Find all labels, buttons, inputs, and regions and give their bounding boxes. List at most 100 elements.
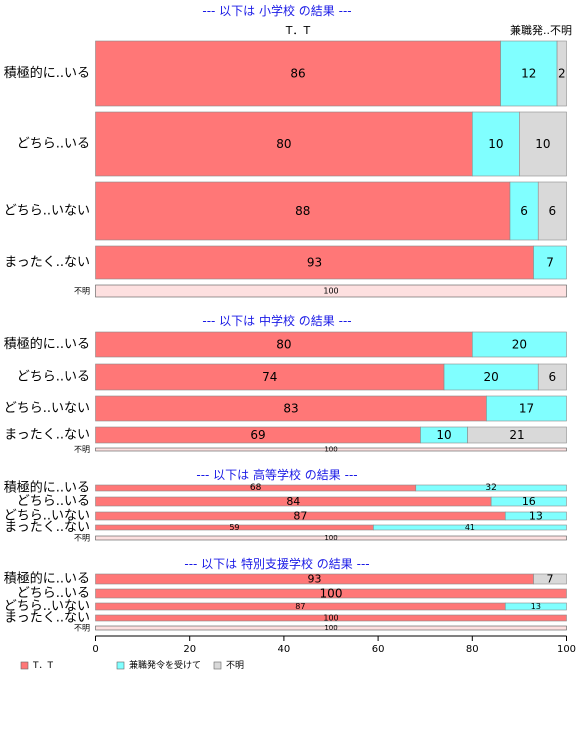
category-label: 不明 bbox=[74, 534, 90, 543]
category-label: 不明 bbox=[74, 445, 90, 454]
data-label: 100 bbox=[324, 534, 337, 542]
legend-swatch bbox=[213, 661, 222, 670]
data-label: 83 bbox=[283, 402, 298, 416]
panel: --- 以下は 特別支援学校 の結果 --- 積極的に..いる 93 7 どちら..いる… bbox=[4, 556, 567, 633]
bar-segment bbox=[504, 602, 567, 611]
category-label: どちら..いる bbox=[17, 370, 90, 385]
bar-segment bbox=[95, 395, 487, 422]
category-label: 積極的に..いる bbox=[4, 65, 90, 81]
bar-segment bbox=[95, 245, 534, 280]
bar-segment bbox=[533, 573, 567, 585]
legend-label: 不明 bbox=[226, 660, 244, 671]
data-label: 13 bbox=[531, 602, 541, 611]
category-label: どちら..いない bbox=[4, 204, 90, 219]
column-header-tt: T．T bbox=[285, 24, 311, 37]
category-label: まったく..ない bbox=[4, 611, 90, 626]
bar-segment bbox=[95, 614, 567, 622]
data-label: 12 bbox=[521, 67, 536, 81]
legend: T．T 兼職発令を受けて 不明 bbox=[20, 659, 244, 671]
bar-segment bbox=[537, 181, 567, 241]
bar-segment bbox=[504, 511, 567, 521]
data-label: 6 bbox=[549, 370, 557, 384]
data-label: 10 bbox=[488, 137, 503, 151]
bar-segment bbox=[500, 40, 558, 107]
data-label: 68 bbox=[250, 483, 262, 493]
column-header-rest: 兼職発..不明 bbox=[510, 23, 572, 37]
panel-title: --- 以下は 小学校 の結果 --- bbox=[202, 3, 351, 18]
bar-segment bbox=[519, 111, 567, 177]
bar-segment bbox=[490, 496, 567, 507]
category-label: どちら..いる bbox=[17, 586, 90, 601]
data-label: 6 bbox=[549, 204, 557, 218]
data-label: 16 bbox=[522, 495, 536, 508]
bar-segment bbox=[95, 181, 511, 241]
bar-segment bbox=[373, 524, 567, 531]
legend-item: T．T bbox=[20, 661, 53, 671]
data-label: 13 bbox=[529, 510, 543, 523]
bar-segment bbox=[95, 331, 473, 358]
category-label: 積極的に..いる bbox=[4, 571, 90, 587]
category-label: 不明 bbox=[74, 624, 90, 633]
bar-segment bbox=[95, 447, 567, 452]
data-label: 6 bbox=[520, 204, 528, 218]
panel: --- 以下は 中学校 の結果 --- 積極的に..いる 80 20 どちら..いる 74… bbox=[4, 313, 567, 454]
data-label: 100 bbox=[320, 587, 343, 601]
x-axis: 0 20 40 60 80 100 bbox=[92, 635, 576, 655]
data-label: 100 bbox=[324, 446, 337, 454]
data-label: 87 bbox=[295, 602, 305, 611]
bar-segment bbox=[467, 426, 567, 444]
data-label: 100 bbox=[323, 614, 338, 623]
data-label: 32 bbox=[485, 483, 496, 493]
data-label: 88 bbox=[295, 204, 310, 218]
bar-segment bbox=[95, 535, 567, 541]
category-label: 積極的に..いる bbox=[4, 480, 90, 496]
data-label: 84 bbox=[286, 495, 300, 508]
data-label: 7 bbox=[547, 573, 554, 586]
bar-segment bbox=[471, 331, 567, 358]
category-label: まったく..ない bbox=[4, 255, 90, 270]
data-label: 74 bbox=[262, 370, 277, 384]
x-tick-label: 20 bbox=[183, 644, 196, 655]
bar-segment bbox=[95, 625, 567, 631]
bar-segment bbox=[443, 363, 539, 391]
data-label: 41 bbox=[465, 523, 475, 532]
data-label: 2 bbox=[558, 67, 566, 81]
data-label: 17 bbox=[519, 402, 534, 416]
data-label: 21 bbox=[509, 428, 524, 442]
chart-panels: --- 以下は 小学校 の結果 --- 積極的に..いる 86 12 2 どちら..いる 8… bbox=[4, 3, 567, 633]
data-label: 86 bbox=[290, 67, 305, 81]
data-label: 93 bbox=[307, 256, 322, 270]
panel: --- 以下は 小学校 の結果 --- 積極的に..いる 86 12 2 どちら..いる 8… bbox=[4, 3, 567, 298]
legend-item: 兼職発令を受けて bbox=[116, 659, 201, 671]
x-tick-label: 60 bbox=[372, 644, 385, 655]
data-label: 100 bbox=[324, 624, 337, 632]
category-label: 積極的に..いる bbox=[4, 336, 90, 352]
panel-title: --- 以下は 特別支援学校 の結果 --- bbox=[184, 556, 369, 571]
bar-segment bbox=[415, 484, 567, 492]
category-label: どちら..いる bbox=[17, 494, 90, 509]
legend-item: 不明 bbox=[213, 660, 244, 671]
data-label: 10 bbox=[535, 137, 550, 151]
panel: --- 以下は 高等学校 の結果 --- 積極的に..いる 68 32 どちら..いる 8… bbox=[4, 467, 567, 543]
data-label: 100 bbox=[323, 287, 338, 296]
data-label: 93 bbox=[308, 573, 322, 586]
bar-segment bbox=[537, 363, 567, 391]
x-tick-label: 40 bbox=[278, 644, 291, 655]
x-tick-label: 80 bbox=[466, 644, 479, 655]
bar-segment bbox=[486, 395, 567, 422]
category-label: 不明 bbox=[74, 287, 90, 296]
bar-segment bbox=[95, 40, 501, 107]
bar-segment bbox=[95, 284, 567, 298]
bar-segment bbox=[509, 181, 539, 241]
category-label: どちら..いない bbox=[4, 509, 90, 524]
bar-segment bbox=[556, 40, 567, 107]
data-label: 20 bbox=[512, 338, 527, 352]
category-label: まったく..ない bbox=[4, 428, 90, 443]
category-label: どちら..いない bbox=[4, 599, 90, 614]
legend-swatch bbox=[20, 661, 29, 670]
panel-title: --- 以下は 中学校 の結果 --- bbox=[202, 313, 351, 328]
data-label: 10 bbox=[436, 428, 451, 442]
bar-segment bbox=[95, 588, 567, 599]
data-label: 87 bbox=[293, 510, 307, 523]
